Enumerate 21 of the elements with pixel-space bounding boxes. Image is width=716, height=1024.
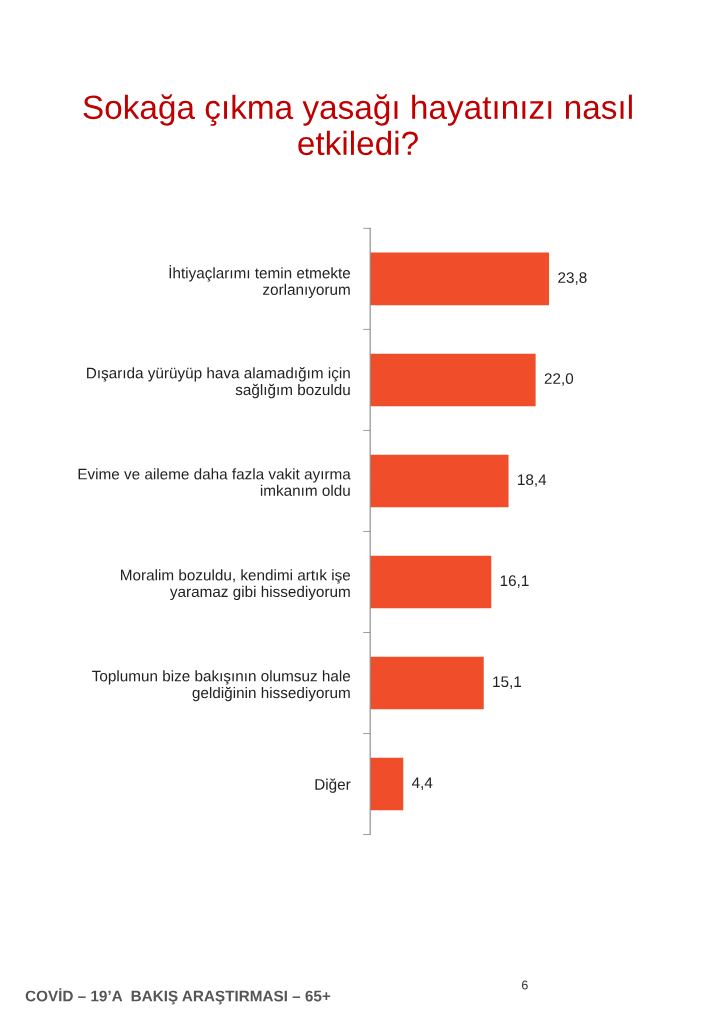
- y-tick-label: Toplumun bize bakışının olumsuz hale geldiğinin hissediyorum: [92, 670, 351, 702]
- data-label: 22,0: [544, 373, 574, 386]
- y-tick-label: Diğer: [315, 778, 351, 793]
- data-label: 23,8: [558, 272, 587, 285]
- data-label: 4,4: [411, 777, 433, 790]
- text: 6: [521, 980, 528, 990]
- bar: [370, 656, 484, 710]
- text: COVİD – 19’A BAKIŞ ARAŞTIRMASI – 65+: [25, 988, 331, 1005]
- bar: [370, 757, 404, 811]
- data-label: 15,1: [493, 676, 522, 689]
- bar: [370, 454, 509, 508]
- bar: [370, 353, 536, 407]
- y-tick-label: İhtiyaçlarımı temin etmekte zorlanıyorum: [169, 265, 351, 299]
- chart-title: Sokağa çıkma yasağı hayatınızı nasıl etkiledi?: [83, 94, 632, 156]
- y-tick-label: Dışarıda yürüyüp hava alamadığım için sağlığım bozuldu: [87, 367, 350, 399]
- data-label: 16,1: [500, 575, 529, 588]
- y-tick-label: Evime ve aileme daha fazla vakit ayırma imkanım oldu: [78, 468, 351, 496]
- data-label: 18,4: [518, 474, 547, 487]
- bar: [370, 555, 492, 609]
- bar: [370, 252, 550, 306]
- y-tick-label: Moralim bozuldu, kendimi artık işe yaramaz gibi hissediyorum: [121, 569, 351, 601]
